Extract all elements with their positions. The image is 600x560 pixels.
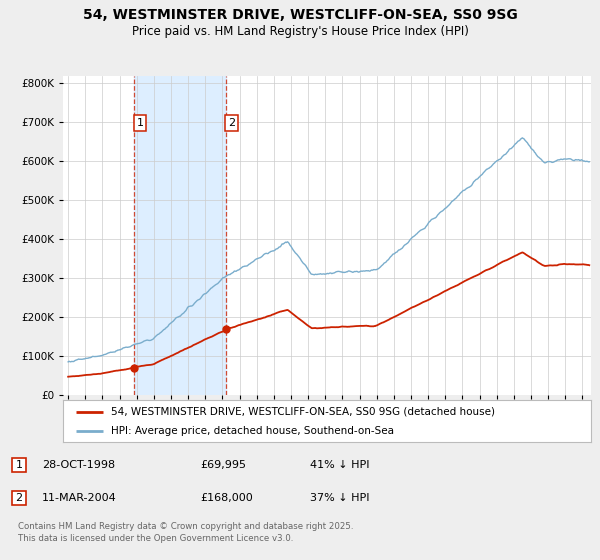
Text: £168,000: £168,000: [200, 493, 253, 503]
Text: 2: 2: [16, 493, 23, 503]
Text: £69,995: £69,995: [200, 460, 246, 470]
Text: 37% ↓ HPI: 37% ↓ HPI: [310, 493, 370, 503]
Text: 54, WESTMINSTER DRIVE, WESTCLIFF-ON-SEA, SS0 9SG (detached house): 54, WESTMINSTER DRIVE, WESTCLIFF-ON-SEA,…: [110, 407, 494, 417]
Text: HPI: Average price, detached house, Southend-on-Sea: HPI: Average price, detached house, Sout…: [110, 426, 394, 436]
Text: 2: 2: [228, 118, 235, 128]
Text: 11-MAR-2004: 11-MAR-2004: [42, 493, 117, 503]
Text: 1: 1: [136, 118, 143, 128]
Text: 41% ↓ HPI: 41% ↓ HPI: [310, 460, 370, 470]
Text: 54, WESTMINSTER DRIVE, WESTCLIFF-ON-SEA, SS0 9SG: 54, WESTMINSTER DRIVE, WESTCLIFF-ON-SEA,…: [83, 8, 517, 22]
Text: Price paid vs. HM Land Registry's House Price Index (HPI): Price paid vs. HM Land Registry's House …: [131, 25, 469, 38]
FancyBboxPatch shape: [12, 458, 26, 472]
Bar: [134, 76, 226, 395]
Text: Contains HM Land Registry data © Crown copyright and database right 2025.
This d: Contains HM Land Registry data © Crown c…: [18, 522, 353, 543]
Text: 1: 1: [16, 460, 23, 470]
Text: 28-OCT-1998: 28-OCT-1998: [42, 460, 115, 470]
FancyBboxPatch shape: [12, 491, 26, 505]
